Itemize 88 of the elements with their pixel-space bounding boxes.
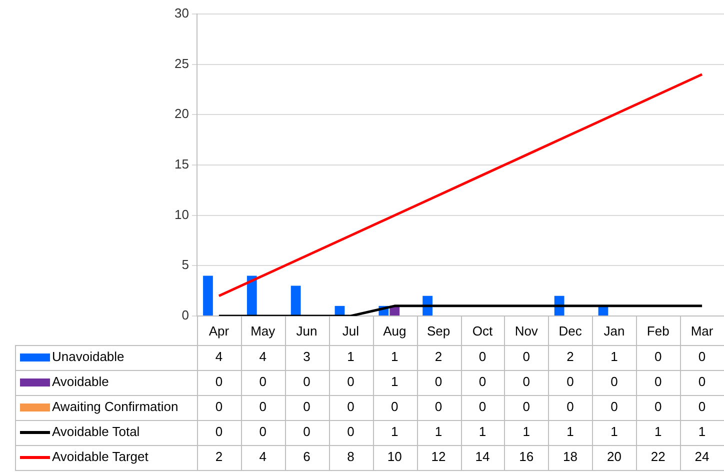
- data-label: 0: [610, 374, 618, 390]
- data-label: 0: [522, 349, 530, 364]
- data-label: 0: [478, 399, 486, 414]
- data-label: 3: [303, 349, 310, 364]
- y-tick-label: 30: [174, 6, 189, 21]
- bar: [203, 276, 213, 316]
- data-label: 0: [259, 399, 266, 414]
- data-label: 0: [259, 374, 266, 390]
- data-label: 1: [391, 374, 398, 390]
- data-label: 1: [478, 424, 486, 440]
- data-label: 0: [610, 399, 618, 414]
- data-label: 0: [215, 374, 223, 390]
- data-label: 0: [478, 374, 486, 390]
- y-tick-label: 10: [174, 206, 189, 222]
- x-tick-label: Jun: [296, 323, 318, 338]
- legend-label: Unavoidable: [52, 349, 124, 364]
- data-label: 0: [654, 349, 662, 364]
- data-label: 1: [610, 424, 618, 440]
- data-label: 1: [610, 349, 618, 364]
- x-tick-label: Oct: [472, 323, 493, 338]
- x-tick-label: Jan: [604, 323, 625, 338]
- x-tick-label: Mar: [690, 323, 714, 338]
- data-label: 14: [475, 449, 490, 464]
- data-label: 1: [698, 424, 706, 440]
- data-label: 6: [303, 449, 310, 464]
- data-label: 10: [387, 449, 402, 464]
- data-label: 16: [519, 449, 534, 464]
- data-label: 0: [566, 374, 574, 390]
- data-label: 0: [654, 374, 662, 390]
- y-tick-label: 20: [174, 106, 189, 122]
- data-label: 1: [347, 349, 354, 364]
- data-label: 1: [566, 424, 574, 440]
- data-label: 0: [303, 399, 310, 414]
- y-tick-label: 25: [174, 56, 189, 71]
- data-label: 24: [694, 449, 710, 464]
- data-label: 4: [215, 349, 223, 364]
- legend-label: Avoidable Target: [52, 449, 149, 464]
- y-tick-label: 0: [182, 308, 189, 323]
- data-label: 0: [522, 374, 530, 390]
- x-tick-label: May: [250, 323, 276, 338]
- data-label: 0: [566, 399, 574, 414]
- x-tick-label: Aug: [383, 323, 406, 338]
- data-label: 0: [215, 399, 223, 414]
- data-label: 18: [563, 449, 578, 464]
- data-label: 0: [654, 399, 662, 414]
- data-label: 1: [522, 424, 530, 440]
- data-label: 1: [654, 424, 662, 440]
- data-label: 12: [431, 449, 446, 464]
- data-label: 0: [478, 349, 486, 364]
- y-tick-label: 15: [174, 156, 189, 172]
- x-tick-label: Dec: [558, 323, 582, 338]
- data-label: 4: [259, 349, 266, 364]
- data-label: 2: [566, 349, 574, 364]
- data-label: 0: [698, 374, 706, 390]
- data-label: 0: [434, 374, 442, 390]
- legend-label: Avoidable Total: [52, 424, 140, 440]
- data-label: 0: [522, 399, 530, 414]
- data-label: 0: [434, 399, 442, 414]
- data-label: 0: [347, 424, 354, 440]
- bar: [246, 276, 257, 316]
- x-tick-label: Apr: [208, 323, 230, 338]
- legend-label: Awaiting Confirmation: [52, 399, 178, 414]
- x-tick-label: Jul: [342, 323, 360, 338]
- data-label: 0: [347, 399, 354, 414]
- data-label: 2: [434, 349, 442, 364]
- x-tick-label: Feb: [646, 323, 670, 338]
- y-tick-label: 5: [182, 257, 189, 272]
- data-label: 20: [606, 449, 622, 464]
- data-label: 0: [259, 424, 266, 440]
- data-label: 8: [347, 449, 354, 464]
- legend-label: Avoidable: [52, 374, 109, 390]
- data-label: 0: [215, 424, 223, 440]
- data-label: 1: [391, 424, 398, 440]
- x-tick-label: Sep: [426, 323, 450, 338]
- data-label: 0: [698, 399, 706, 414]
- data-label: 22: [650, 449, 666, 464]
- data-label: 0: [347, 374, 354, 390]
- bar: [334, 306, 345, 316]
- data-label: 1: [434, 424, 442, 440]
- data-label: 1: [391, 349, 398, 364]
- data-label: 0: [303, 374, 310, 390]
- data-label: 0: [698, 349, 706, 364]
- x-tick-label: Nov: [514, 323, 538, 338]
- bar: [290, 286, 301, 316]
- data-label: 2: [215, 449, 223, 464]
- data-label: 4: [259, 449, 266, 464]
- data-label: 0: [303, 424, 310, 440]
- data-label: 0: [391, 399, 398, 414]
